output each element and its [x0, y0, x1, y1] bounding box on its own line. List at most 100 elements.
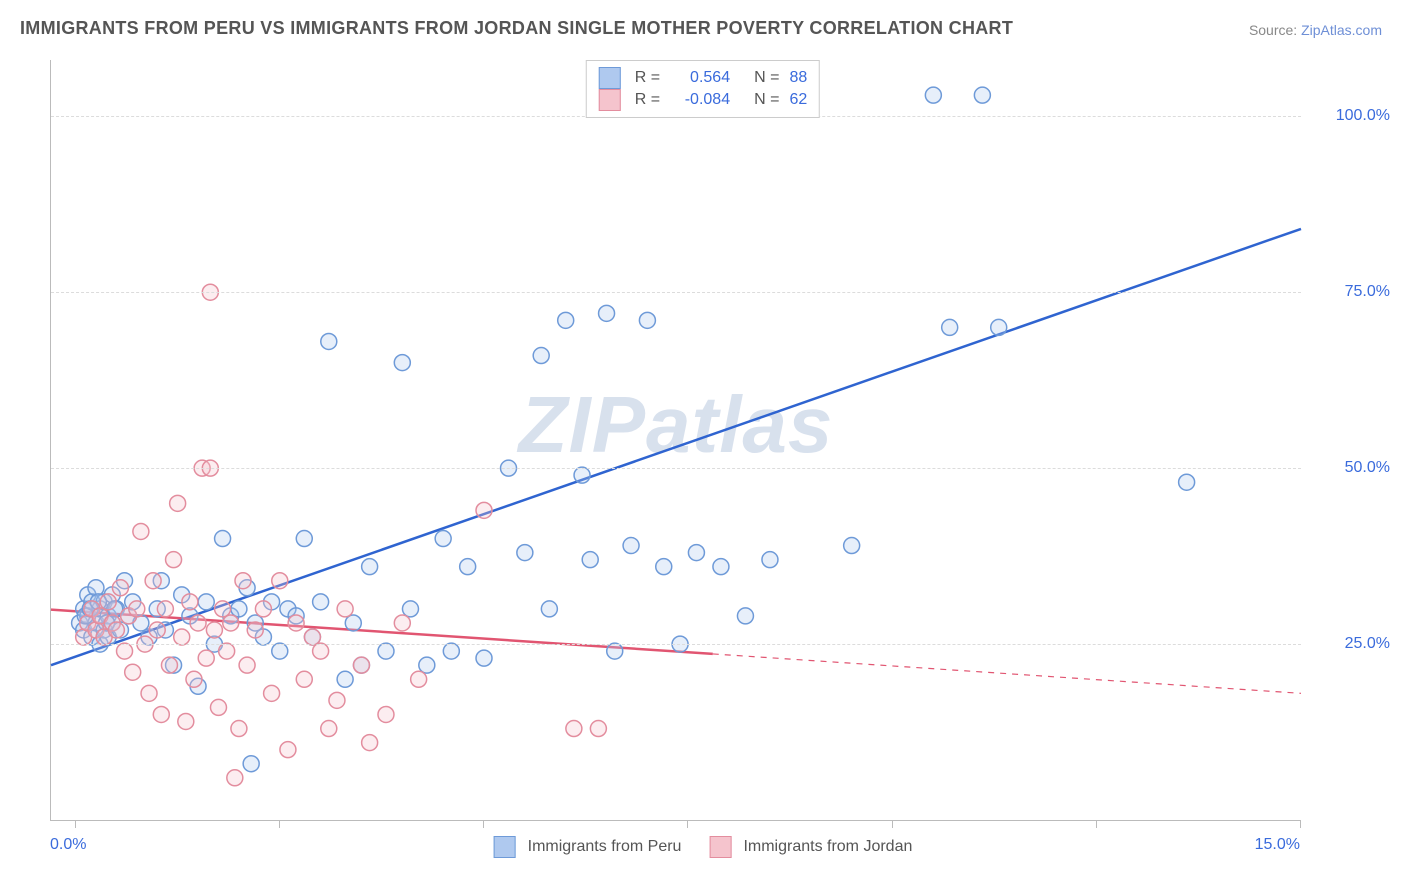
peru-point	[656, 559, 672, 575]
peru-point	[599, 305, 615, 321]
peru-point	[215, 531, 231, 547]
source-link[interactable]: ZipAtlas.com	[1301, 22, 1382, 38]
peru-point	[925, 87, 941, 103]
peru-point	[313, 594, 329, 610]
peru-point	[623, 538, 639, 554]
peru-point	[991, 319, 1007, 335]
jordan-label: Immigrants from Jordan	[743, 838, 912, 856]
jordan-point	[255, 601, 271, 617]
y-tick-label: 50.0%	[1345, 459, 1390, 477]
peru-point	[378, 643, 394, 659]
peru-point	[541, 601, 557, 617]
peru-point	[558, 312, 574, 328]
gridline	[51, 468, 1301, 469]
peru-point	[402, 601, 418, 617]
jordan-point	[117, 643, 133, 659]
jordan-point	[313, 643, 329, 659]
jordan-point	[206, 622, 222, 638]
peru-swatch	[599, 67, 621, 89]
jordan-point	[337, 601, 353, 617]
y-tick-label: 75.0%	[1345, 283, 1390, 301]
jordan-point	[411, 671, 427, 687]
correlation-legend: R =0.564N =88R =-0.084N =62	[586, 60, 820, 118]
peru-point	[1179, 474, 1195, 490]
jordan-point	[227, 770, 243, 786]
jordan-point	[362, 735, 378, 751]
jordan-point	[215, 601, 231, 617]
y-tick-label: 25.0%	[1345, 635, 1390, 653]
jordan-point	[394, 615, 410, 631]
peru-point	[713, 559, 729, 575]
peru-point	[321, 333, 337, 349]
jordan-point	[231, 721, 247, 737]
jordan-point	[108, 622, 124, 638]
x-tick-mark	[279, 820, 280, 828]
jordan-point	[353, 657, 369, 673]
peru-swatch	[494, 836, 516, 858]
gridline	[51, 292, 1301, 293]
peru-point	[198, 594, 214, 610]
x-tick-min: 0.0%	[50, 836, 86, 854]
gridline	[51, 644, 1301, 645]
peru-point	[435, 531, 451, 547]
jordan-point	[129, 601, 145, 617]
peru-point	[942, 319, 958, 335]
source-attribution: Source: ZipAtlas.com	[1249, 22, 1382, 38]
jordan-swatch	[709, 836, 731, 858]
jordan-point	[166, 552, 182, 568]
jordan-point	[210, 699, 226, 715]
n-value: 62	[789, 89, 807, 111]
peru-point	[243, 756, 259, 772]
peru-point	[607, 643, 623, 659]
jordan-swatch	[599, 89, 621, 111]
jordan-point	[112, 580, 128, 596]
jordan-point	[198, 650, 214, 666]
jordan-point	[321, 721, 337, 737]
peru-point	[337, 671, 353, 687]
peru-point	[272, 643, 288, 659]
chart-plot-area: ZIPatlas	[50, 60, 1301, 821]
n-label: N =	[754, 67, 779, 89]
jordan-point	[223, 615, 239, 631]
jordan-point	[125, 664, 141, 680]
r-label: R =	[635, 89, 660, 111]
jordan-point	[174, 629, 190, 645]
x-axis-ticks	[50, 820, 1300, 834]
peru-point	[345, 615, 361, 631]
jordan-point	[182, 594, 198, 610]
peru-point	[88, 580, 104, 596]
jordan-point	[178, 713, 194, 729]
peru-point	[582, 552, 598, 568]
x-tick-mark	[1300, 820, 1301, 828]
jordan-point	[247, 622, 263, 638]
jordan-point	[186, 671, 202, 687]
legend-row-jordan: R =-0.084N =62	[599, 89, 807, 111]
legend-row-peru: R =0.564N =88	[599, 67, 807, 89]
jordan-point	[235, 573, 251, 589]
jordan-point	[190, 615, 206, 631]
peru-point	[362, 559, 378, 575]
source-prefix: Source:	[1249, 22, 1301, 38]
jordan-point	[239, 657, 255, 673]
jordan-point	[378, 706, 394, 722]
series-legend-peru: Immigrants from Peru	[494, 836, 682, 858]
jordan-point	[153, 706, 169, 722]
peru-point	[533, 348, 549, 364]
r-label: R =	[635, 67, 660, 89]
series-legend-jordan: Immigrants from Jordan	[709, 836, 912, 858]
n-value: 88	[789, 67, 807, 89]
jordan-point	[133, 523, 149, 539]
peru-point	[688, 545, 704, 561]
jordan-point	[566, 721, 582, 737]
x-tick-mark	[483, 820, 484, 828]
peru-point	[974, 87, 990, 103]
peru-point	[419, 657, 435, 673]
jordan-point	[590, 721, 606, 737]
n-label: N =	[754, 89, 779, 111]
jordan-point	[304, 629, 320, 645]
peru-point	[460, 559, 476, 575]
peru-point	[639, 312, 655, 328]
x-tick-max: 15.0%	[1255, 836, 1300, 854]
jordan-point	[100, 594, 116, 610]
x-tick-mark	[75, 820, 76, 828]
